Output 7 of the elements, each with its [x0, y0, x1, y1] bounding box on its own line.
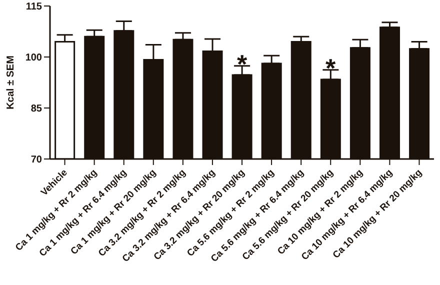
- y-tick-label: 85: [30, 104, 42, 115]
- y-tick-label: 100: [25, 52, 42, 64]
- y-axis-title: Kcal ± SEM: [6, 56, 17, 110]
- y-tick-label: 115: [26, 2, 42, 13]
- y-tick-label: 70: [30, 154, 42, 166]
- annotation: *: [236, 48, 248, 79]
- annotation: *: [326, 52, 337, 83]
